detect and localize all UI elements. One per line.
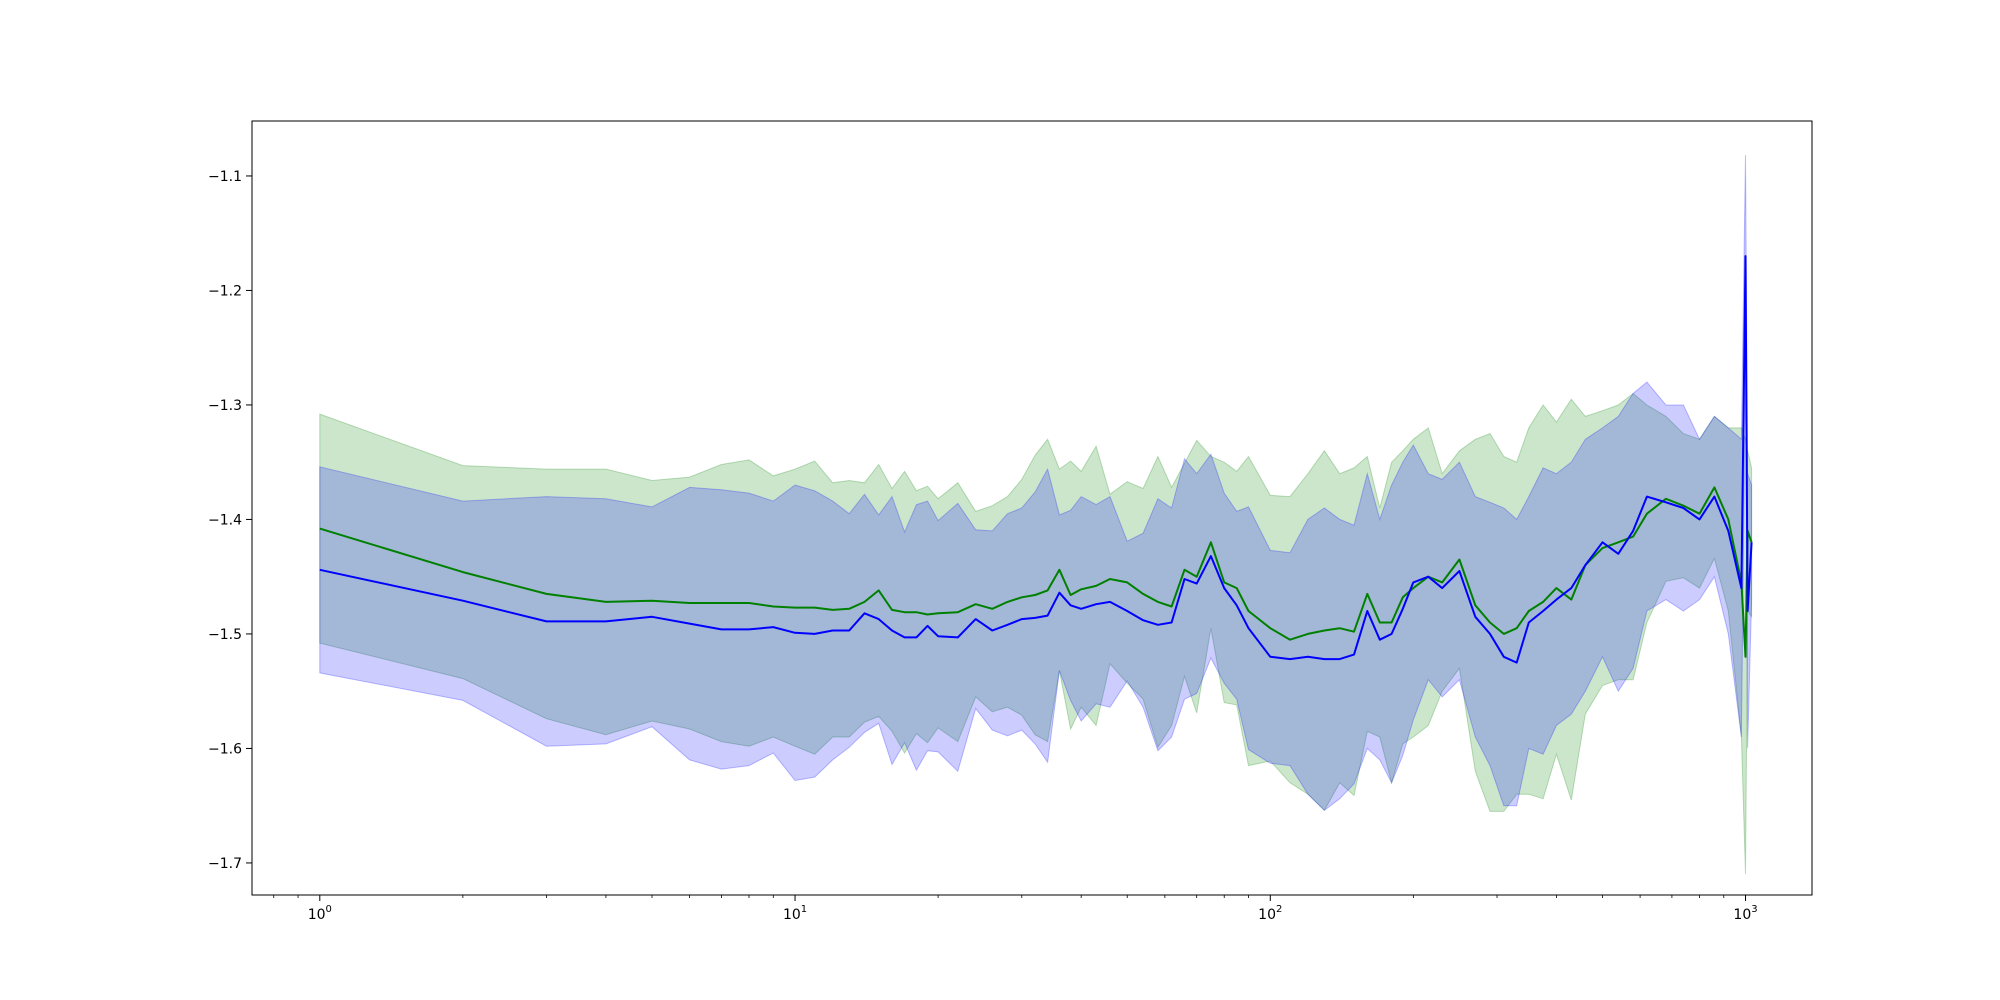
- band-series-0: [319, 392, 1753, 875]
- x-tick-label: 100: [308, 904, 332, 923]
- y-tick-label: −1.1: [208, 169, 242, 185]
- series-lines: [319, 255, 1753, 664]
- plot-area: [319, 155, 1753, 875]
- y-tick-label: −1.6: [208, 741, 242, 757]
- x-tick-label: 101: [783, 904, 807, 923]
- y-tick-label: −1.5: [208, 627, 242, 643]
- axes-frame: [251, 120, 1813, 896]
- x-tick-label: 103: [1733, 904, 1757, 923]
- y-tick-label: −1.7: [208, 856, 242, 872]
- x-axis: 100 101 102 103: [273, 895, 1758, 923]
- y-tick-label: −1.3: [208, 398, 242, 414]
- line-series-1: [319, 255, 1753, 664]
- confidence-bands: [319, 155, 1753, 875]
- y-tick-label: −1.2: [208, 283, 242, 299]
- y-tick-label: −1.4: [208, 512, 242, 528]
- band-series-1: [319, 155, 1753, 811]
- x-tick-label: 102: [1258, 904, 1282, 923]
- y-axis: −1.1 −1.2 −1.3 −1.4 −1.5 −1.6 −1.7: [208, 169, 252, 872]
